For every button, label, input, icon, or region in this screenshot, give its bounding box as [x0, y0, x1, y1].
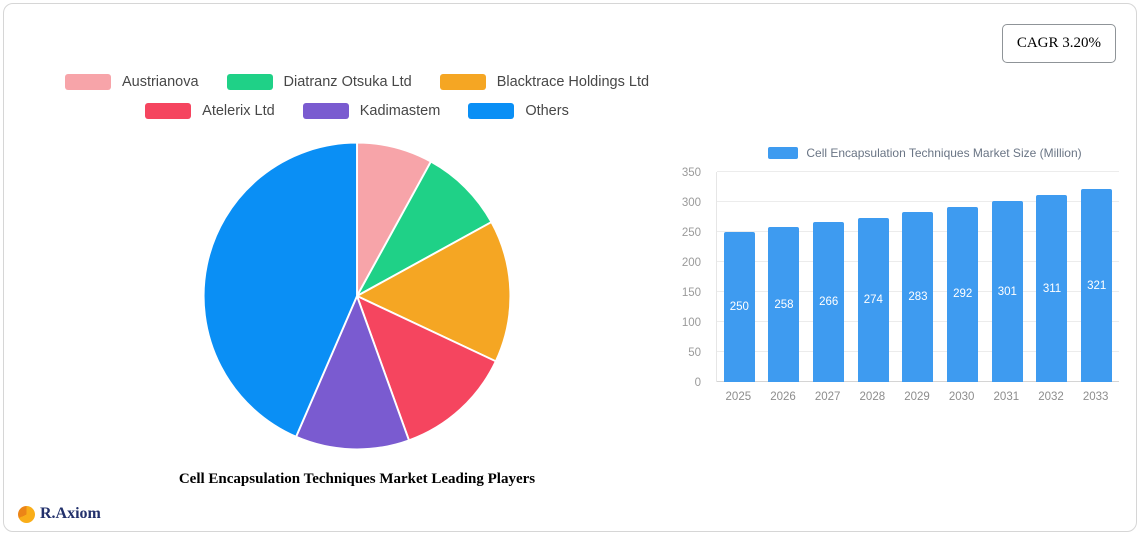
y-tick-label: 250	[681, 227, 701, 239]
legend-swatch	[302, 103, 349, 119]
bar-value-label: 250	[729, 301, 749, 313]
bar-2033[interactable]: 321	[1081, 189, 1113, 382]
bar-2031[interactable]: 301	[991, 201, 1023, 382]
bar-2029[interactable]: 283	[902, 212, 934, 382]
x-tick-label: 2033	[1082, 391, 1109, 403]
x-tick-label: 2028	[859, 391, 886, 403]
bar-value-label: 258	[774, 298, 794, 311]
pie-legend: Austrianova Diatranz Otsuka Ltd Blacktrace…	[64, 74, 650, 132]
legend-item-others[interactable]: Others	[468, 103, 569, 119]
brand-logo-text: R.Axiom	[40, 505, 101, 522]
y-tick-label: 100	[681, 317, 701, 329]
x-tick-label: 2027	[814, 391, 841, 403]
legend-swatch	[439, 74, 486, 90]
pie-chart-section: Austrianova Diatranz Otsuka Ltd Blacktrace…	[12, 74, 702, 488]
x-tick-label: 2026	[770, 391, 796, 403]
legend-label: Kadimastem	[359, 103, 441, 119]
bar-x-axis-labels: 2025 2026 2027 2028 2029 2030 2031 2032 2033	[716, 391, 1118, 403]
y-tick-label: 350	[681, 167, 701, 179]
bar-value-label: 311	[1042, 282, 1062, 295]
bar-chart-section: Cell Encapsulation Techniques Market Siz…	[664, 146, 1134, 403]
legend-swatch	[226, 74, 273, 90]
brand-logo: R.Axiom	[18, 505, 101, 523]
bar-2032[interactable]: 311	[1036, 195, 1068, 382]
legend-item-austrianova[interactable]: Austrianova	[64, 74, 199, 90]
x-tick-label: 2031	[993, 391, 1020, 403]
pie-chart-title: Cell Encapsulation Techniques Market Lea…	[178, 471, 536, 487]
gridline	[717, 171, 1119, 172]
x-tick-label: 2029	[904, 391, 930, 403]
bar-legend-swatch	[768, 147, 799, 159]
legend-item-diatranz-otsuka-ltd[interactable]: Diatranz Otsuka Ltd	[226, 74, 412, 90]
pie-slice-blacktrace-holdings-ltd[interactable]	[356, 221, 512, 363]
bar-value-label: 321	[1087, 279, 1107, 292]
legend-swatch	[64, 74, 111, 90]
bar-value-label: 292	[953, 288, 973, 301]
x-tick-label: 2030	[948, 391, 975, 403]
pie-legend-row: Austrianova Diatranz Otsuka Ltd Blacktrace…	[64, 74, 650, 90]
bar-2026[interactable]: 258	[768, 227, 800, 382]
bar-legend-label: Cell Encapsulation Techniques Market Siz…	[806, 146, 1082, 160]
legend-item-kadimastem[interactable]: Kadimastem	[302, 103, 441, 119]
cagr-badge: CAGR 3.20%	[1001, 24, 1116, 63]
x-tick-label: 2025	[725, 391, 752, 403]
y-tick-label: 0	[694, 377, 701, 389]
legend-swatch	[145, 103, 192, 119]
legend-item-blacktrace-holdings-ltd[interactable]: Blacktrace Holdings Ltd	[439, 74, 650, 90]
y-tick-label: 150	[681, 287, 701, 299]
pie-slice-kadimastem[interactable]	[295, 295, 410, 451]
legend-label: Austrianova	[121, 74, 199, 90]
legend-label: Others	[525, 103, 569, 119]
bar-value-label: 266	[819, 296, 839, 309]
gridline	[717, 201, 1119, 202]
bar-series: 250 258 266 274 283 292 301 311 321	[717, 172, 1119, 382]
legend-item-atelerix-ltd[interactable]: Atelerix Ltd	[145, 103, 275, 119]
pie-chart	[202, 141, 512, 451]
bar-2027[interactable]: 266	[813, 222, 845, 382]
pie-legend-row: Atelerix Ltd Kadimastem Others	[65, 103, 649, 119]
bar-2025[interactable]: 250	[723, 232, 755, 382]
legend-swatch	[468, 103, 515, 119]
y-tick-label: 300	[681, 197, 701, 209]
legend-label: Blacktrace Holdings Ltd	[496, 74, 650, 90]
bar-2028[interactable]: 274	[857, 217, 889, 382]
report-card: CAGR 3.20% Austrianova Diatranz Otsuka Lt…	[3, 3, 1137, 532]
brand-logo-icon	[18, 505, 35, 523]
pie-slice-others[interactable]	[202, 141, 358, 438]
bar-2030[interactable]: 292	[947, 206, 979, 382]
pie-slice-atelerix-ltd[interactable]	[356, 295, 497, 442]
bar-value-label: 283	[908, 291, 928, 304]
y-tick-label: 200	[681, 257, 701, 269]
bar-legend[interactable]: Cell Encapsulation Techniques Market Siz…	[716, 146, 1134, 160]
bar-value-label: 301	[997, 285, 1017, 298]
bar-plot-area: 0 50 100 150 200 250 300 350 250 258 266 274 283 292…	[682, 167, 1119, 389]
y-tick-label: 50	[688, 347, 701, 359]
pie-slice-diatranz-otsuka-ltd[interactable]	[356, 160, 493, 297]
legend-label: Atelerix Ltd	[202, 103, 275, 119]
legend-label: Diatranz Otsuka Ltd	[283, 74, 412, 90]
bar-y-axis-labels: 0 50 100 150 200 250 300 350	[659, 167, 709, 389]
bar-value-label: 274	[863, 293, 883, 306]
x-tick-label: 2032	[1038, 391, 1064, 403]
